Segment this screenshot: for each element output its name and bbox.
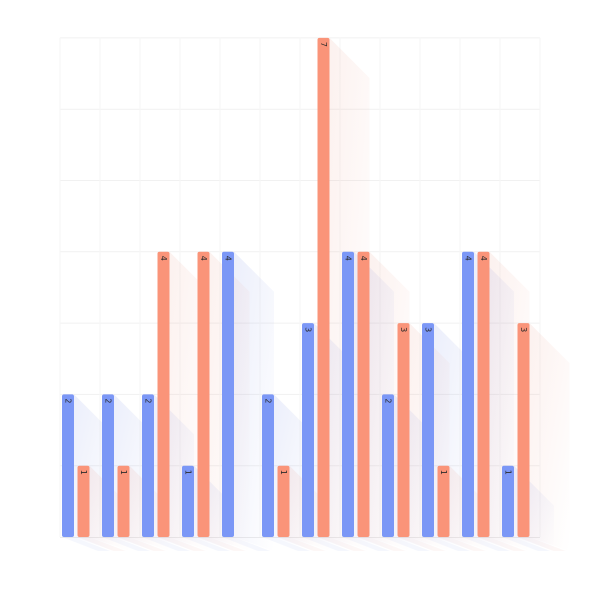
bar-series-1-category-2 — [102, 394, 114, 537]
data-label: 7 — [319, 42, 328, 47]
bar-series-1-category-7 — [302, 323, 314, 537]
bar-shadow — [517, 537, 566, 551]
data-label: 1 — [439, 470, 448, 475]
data-label: 4 — [224, 256, 233, 261]
bar-shadow — [277, 537, 326, 551]
bar-series-1-category-3 — [142, 394, 154, 537]
bar-shadow — [357, 537, 406, 551]
bar-series-2-category-9 — [397, 323, 410, 537]
bar-series-2-category-10 — [437, 465, 450, 537]
data-label: 2 — [64, 398, 73, 403]
data-label: 3 — [399, 327, 408, 332]
bar-shadow — [117, 537, 166, 551]
bar-series-1-category-5 — [222, 251, 234, 538]
data-label: 3 — [424, 327, 433, 332]
data-label: 2 — [104, 398, 113, 403]
bar-shadow — [317, 537, 366, 551]
bar-series-2-category-6 — [277, 465, 290, 537]
data-label: 1 — [504, 470, 513, 475]
bar-series-2-category-11 — [477, 251, 490, 538]
data-label: 2 — [384, 398, 393, 403]
data-label: 2 — [264, 398, 273, 403]
bar-series-2-category-12 — [517, 323, 530, 537]
bar-shadow — [62, 537, 110, 551]
bar-series-2-category-1 — [77, 465, 90, 537]
data-label: 1 — [279, 470, 288, 475]
bar-series-2-category-3 — [157, 251, 170, 538]
data-label: 1 — [119, 470, 128, 475]
bar-shadow — [77, 537, 126, 551]
bar-shadow — [437, 537, 486, 551]
data-label: 4 — [344, 256, 353, 261]
data-label: 1 — [79, 470, 88, 475]
bar-shadow — [157, 537, 206, 551]
bar-shadow — [262, 537, 310, 551]
bar-series-1-category-11 — [462, 251, 474, 538]
data-label: 1 — [184, 470, 193, 475]
bar-series-1-category-12 — [502, 465, 514, 537]
bar-series-1-category-4 — [182, 465, 194, 537]
bars — [62, 37, 530, 538]
data-label: 3 — [519, 327, 528, 332]
bar-series-1-category-10 — [422, 323, 434, 537]
data-label: 4 — [464, 256, 473, 261]
bar-series-2-category-2 — [117, 465, 130, 537]
bar-series-2-category-7 — [317, 37, 330, 538]
data-label: 4 — [159, 256, 168, 261]
data-label: 3 — [304, 327, 313, 332]
bar-series-1-category-6 — [262, 394, 274, 537]
bar-series-1-category-9 — [382, 394, 394, 537]
bar-series-1-category-1 — [62, 394, 74, 537]
bar-shadow — [397, 537, 446, 551]
bar-shadow — [477, 537, 526, 551]
data-label: 4 — [199, 256, 208, 261]
bar-shadow — [529, 323, 570, 551]
data-label: 2 — [144, 398, 153, 403]
bar-shadow — [197, 537, 246, 551]
data-label: 4 — [359, 256, 368, 261]
data-labels: 2 2 2 1 4 2 3 4 2 3 4 1 1 1 4 4 1 7 4 3 1 4 3 — [64, 42, 529, 475]
bar-series-2-category-4 — [197, 251, 210, 538]
data-label: 4 — [479, 256, 488, 261]
bar-series-2-category-8 — [357, 251, 370, 538]
bar-series-1-category-8 — [342, 251, 354, 538]
bar-shadows — [62, 37, 570, 552]
